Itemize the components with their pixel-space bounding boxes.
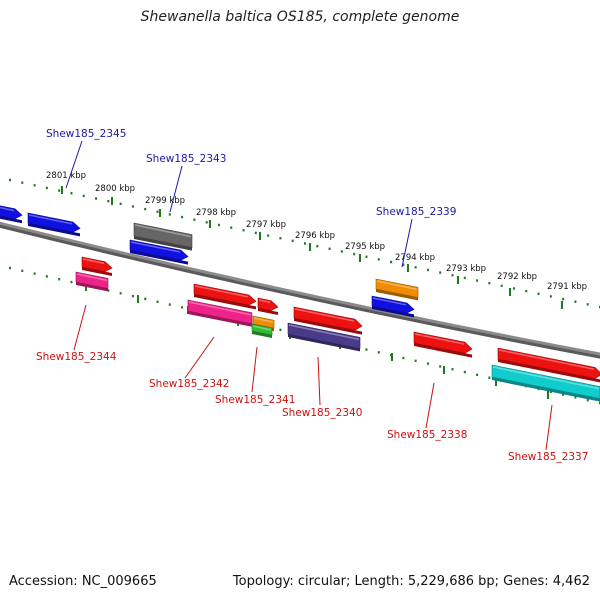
- gene-feature[interactable]: [187, 299, 253, 327]
- gene-shade: [288, 334, 360, 352]
- gene-arrow: [133, 222, 193, 248]
- gene-highlight: [252, 325, 272, 331]
- gene-callouts: Shew185_2345 Shew185_2343 Shew185_2339 Shew…: [36, 128, 588, 463]
- kbp-label: 2800 kbp: [95, 184, 135, 194]
- gene-highlight: [82, 258, 105, 265]
- kbp-label: 2791 kbp: [547, 282, 587, 292]
- gene-shade: [188, 311, 252, 327]
- gene-label[interactable]: Shew185_2344: [36, 351, 117, 363]
- gene-highlight: [0, 206, 15, 212]
- gene-shade: [258, 308, 278, 315]
- gene-shade: [414, 343, 472, 358]
- gene-label[interactable]: Shew185_2339: [376, 206, 456, 218]
- gene-label[interactable]: Shew185_2341: [215, 394, 295, 406]
- gene-highlight: [294, 308, 355, 322]
- gene-shade: [252, 331, 272, 338]
- kbp-label: 2798 kbp: [196, 208, 236, 218]
- gene-shade: [28, 223, 80, 237]
- gene-feature[interactable]: [491, 364, 600, 402]
- gene-feature[interactable]: [257, 297, 279, 315]
- gene-shade: [82, 267, 112, 276]
- ruler-labels: 2801 kbp 2800 kbp 2799 kbp 2798 kbp 2797 kbp…: [46, 171, 587, 292]
- gene-highlight: [258, 299, 271, 304]
- callout-leader: [401, 218, 413, 268]
- gene-label[interactable]: Shew185_2343: [146, 153, 226, 165]
- callout-leader: [425, 382, 435, 429]
- kbp-label: 2797 kbp: [246, 220, 286, 230]
- kbp-label: 2795 kbp: [345, 242, 385, 252]
- gene-feature[interactable]: [193, 283, 257, 310]
- gene-highlight: [288, 324, 360, 341]
- map-title: Shewanella baltica OS185, complete genom…: [140, 9, 460, 25]
- gene-shade: [294, 318, 362, 335]
- gene-shade: [76, 282, 108, 292]
- gene-shade: [376, 289, 418, 301]
- backbone-shadow: [0, 222, 600, 359]
- kbp-label: 2794 kbp: [395, 253, 435, 263]
- gene-feature[interactable]: [75, 271, 109, 292]
- gene-features: [0, 205, 600, 402]
- upper-tick-track: [9, 178, 600, 309]
- gene-highlight: [28, 214, 73, 225]
- gene-highlight: [134, 224, 192, 238]
- gene-label[interactable]: Shew185_2338: [387, 429, 467, 441]
- gene-feature[interactable]: [287, 322, 361, 352]
- gene-highlight: [372, 297, 407, 306]
- gene-arrow: [287, 322, 361, 349]
- gene-shade: [372, 306, 414, 318]
- gene-shade: [134, 236, 192, 251]
- gene-feature[interactable]: [133, 222, 193, 251]
- gene-shade: [130, 250, 188, 265]
- gene-highlight: [194, 285, 249, 298]
- callout-leader: [169, 165, 183, 213]
- gene-feature[interactable]: [497, 347, 600, 383]
- gene-feature[interactable]: [293, 306, 363, 335]
- gene-feature[interactable]: [413, 331, 473, 358]
- gene-shade: [492, 377, 600, 402]
- gene-arrow: [491, 364, 600, 399]
- gene-shade: [0, 215, 22, 224]
- gene-highlight: [130, 241, 181, 253]
- gene-feature[interactable]: [0, 205, 23, 224]
- gene-feature[interactable]: [129, 239, 189, 265]
- gene-label[interactable]: Shew185_2342: [149, 378, 229, 390]
- gene-shade: [194, 294, 256, 310]
- callout-leader: [545, 404, 553, 451]
- kbp-label: 2799 kbp: [145, 196, 185, 206]
- gene-highlight: [492, 366, 600, 390]
- kbp-label: 2793 kbp: [446, 264, 486, 274]
- gene-highlight: [76, 273, 108, 282]
- gene-highlight: [498, 349, 595, 370]
- callout-leader: [73, 304, 87, 351]
- gene-feature[interactable]: [251, 323, 273, 338]
- gene-arrow: [0, 205, 23, 220]
- gene-shade: [498, 359, 600, 383]
- gene-feature[interactable]: [371, 295, 415, 318]
- genome-summary-text: Topology: circular; Length: 5,229,686 bp…: [232, 574, 590, 589]
- callout-leader: [65, 140, 83, 189]
- callout-leader: [184, 336, 215, 379]
- genome-backbone: [0, 221, 600, 359]
- gene-label[interactable]: Shew185_2337: [508, 451, 588, 463]
- gene-feature[interactable]: [81, 256, 113, 276]
- kbp-label: 2801 kbp: [46, 171, 86, 181]
- gene-feature[interactable]: [27, 212, 81, 237]
- kbp-label: 2792 kbp: [497, 272, 537, 282]
- gene-highlight: [376, 280, 418, 291]
- backbone-line: [0, 221, 600, 356]
- gene-label[interactable]: Shew185_2345: [46, 128, 126, 140]
- callout-leader: [251, 346, 258, 393]
- callout-leader: [317, 356, 321, 406]
- kbp-label: 2796 kbp: [295, 231, 335, 241]
- gene-label[interactable]: Shew185_2340: [282, 407, 362, 419]
- gene-highlight: [414, 333, 465, 345]
- accession-text: Accession: NC_009665: [9, 574, 157, 589]
- gene-highlight: [253, 317, 274, 323]
- gene-highlight: [188, 301, 252, 316]
- gene-feature[interactable]: [375, 278, 419, 301]
